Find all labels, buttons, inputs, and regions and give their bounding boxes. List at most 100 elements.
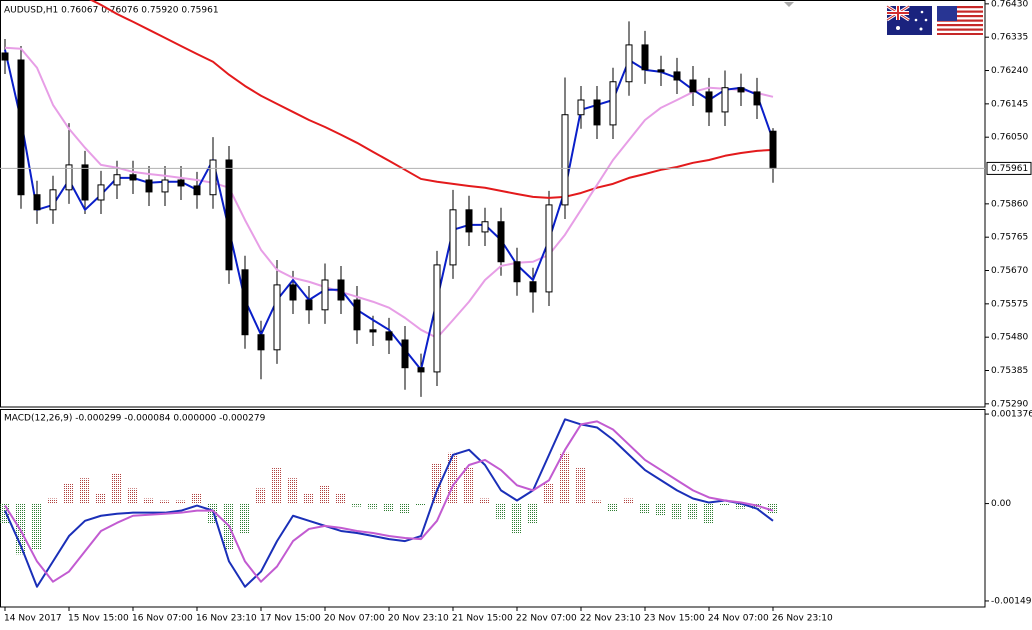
histogram-bar (720, 503, 730, 506)
histogram-bar (768, 503, 778, 514)
histogram-bar (80, 478, 90, 504)
histogram-bar (272, 468, 282, 504)
histogram-bar (496, 503, 506, 519)
y-tick-label: 0.001376 (991, 410, 1032, 420)
y-tick-label: 0.76335 (991, 33, 1028, 43)
x-tick-label: 15 Nov 15:00 (68, 614, 129, 624)
candle-body (337, 279, 345, 301)
candle-body (593, 99, 601, 126)
histogram-bar (432, 462, 442, 504)
y-tick-label: 0.75765 (991, 233, 1028, 243)
y-tick-label: 0.75290 (991, 399, 1028, 409)
histogram-bar (608, 503, 618, 512)
candle-body (497, 221, 505, 263)
histogram-bar (240, 503, 250, 535)
candle-body (737, 87, 745, 93)
candle-body (545, 204, 553, 293)
current-price-box (986, 161, 1032, 175)
histogram-bar (544, 483, 554, 504)
candle-body (65, 164, 73, 191)
y-tick-label: 0.75575 (991, 299, 1028, 309)
x-tick-label: 16 Nov 07:00 (132, 614, 193, 624)
x-tick-label: 21 Nov 15:00 (452, 614, 513, 624)
y-tick-label: 0.75480 (991, 333, 1028, 343)
histogram-bar (32, 503, 42, 550)
histogram-bar (0, 503, 10, 524)
candle-body (129, 174, 137, 181)
candle-body (401, 339, 409, 369)
candle-body (193, 185, 201, 196)
candle-body (49, 189, 57, 211)
x-tick-label: 22 Nov 23:10 (580, 614, 641, 624)
candle-body (561, 114, 569, 206)
x-tick-label: 24 Nov 07:00 (708, 614, 769, 624)
candle-body (689, 79, 697, 93)
histogram-bar (16, 503, 26, 555)
candle-body (369, 329, 377, 333)
y-tick-label: 0.76430 (991, 0, 1028, 9)
candle-body (529, 281, 537, 293)
candle-body (657, 69, 665, 73)
candle-body (209, 159, 217, 196)
histogram-bar (736, 503, 746, 509)
candle-body (97, 184, 105, 201)
candle-body (417, 367, 425, 373)
candle-body (289, 284, 297, 301)
y-tick-label: 0.75860 (991, 199, 1028, 209)
y-tick-label: 0.00 (991, 499, 1011, 509)
indicator-line (89, 0, 774, 199)
candle-body (353, 299, 361, 331)
histogram-bar (64, 483, 74, 504)
candle-body (449, 209, 457, 266)
histogram-bar (96, 493, 106, 504)
histogram-bar (320, 485, 330, 504)
y-tick-label: -0.001497 (991, 596, 1032, 606)
candle-body (1, 52, 9, 61)
candle-body (161, 179, 169, 193)
candle-body (17, 59, 25, 196)
histogram-bar (176, 500, 186, 504)
macd-plot (0, 418, 778, 588)
candle-body (753, 91, 761, 106)
candle-body (465, 209, 473, 233)
histogram-bar (416, 503, 426, 506)
histogram-bar (368, 503, 378, 509)
indicator-line (4, 420, 774, 583)
histogram-bar (656, 503, 666, 516)
x-tick-label: 20 Nov 23:10 (388, 614, 449, 624)
x-tick-label: 22 Nov 07:00 (516, 614, 577, 624)
candle-body (241, 269, 249, 336)
histogram-bar (352, 503, 362, 507)
x-tick-label: 16 Nov 23:10 (196, 614, 257, 624)
candle-body (673, 71, 681, 81)
histogram-bar (512, 503, 522, 535)
candle-body (177, 179, 185, 187)
histogram-bar (400, 503, 410, 514)
histogram-bar (528, 503, 538, 524)
candle-body (625, 44, 633, 83)
histogram-bar (704, 503, 714, 524)
candle-body (257, 334, 265, 351)
candle-body (273, 284, 281, 351)
histogram-bar (256, 488, 266, 504)
candle-body (481, 221, 489, 233)
x-tick-label: 26 Nov 23:10 (772, 614, 833, 624)
candle-body (433, 264, 441, 373)
y-tick-label: 0.75385 (991, 366, 1028, 376)
histogram-bar (448, 452, 458, 504)
histogram-bar (592, 500, 602, 504)
histogram-bar (304, 493, 314, 504)
candle-body (769, 130, 777, 169)
candle-body (705, 91, 713, 113)
x-tick-label: 14 Nov 2017 (4, 614, 62, 624)
candle-body (225, 159, 233, 271)
candle-body (81, 164, 89, 201)
flag-usa (937, 6, 983, 35)
x-tick-label: 17 Nov 15:00 (260, 614, 321, 624)
y-tick-label: 0.75670 (991, 266, 1028, 276)
histogram-bar (688, 503, 698, 519)
current-price-label: 0.75961 (991, 164, 1028, 174)
